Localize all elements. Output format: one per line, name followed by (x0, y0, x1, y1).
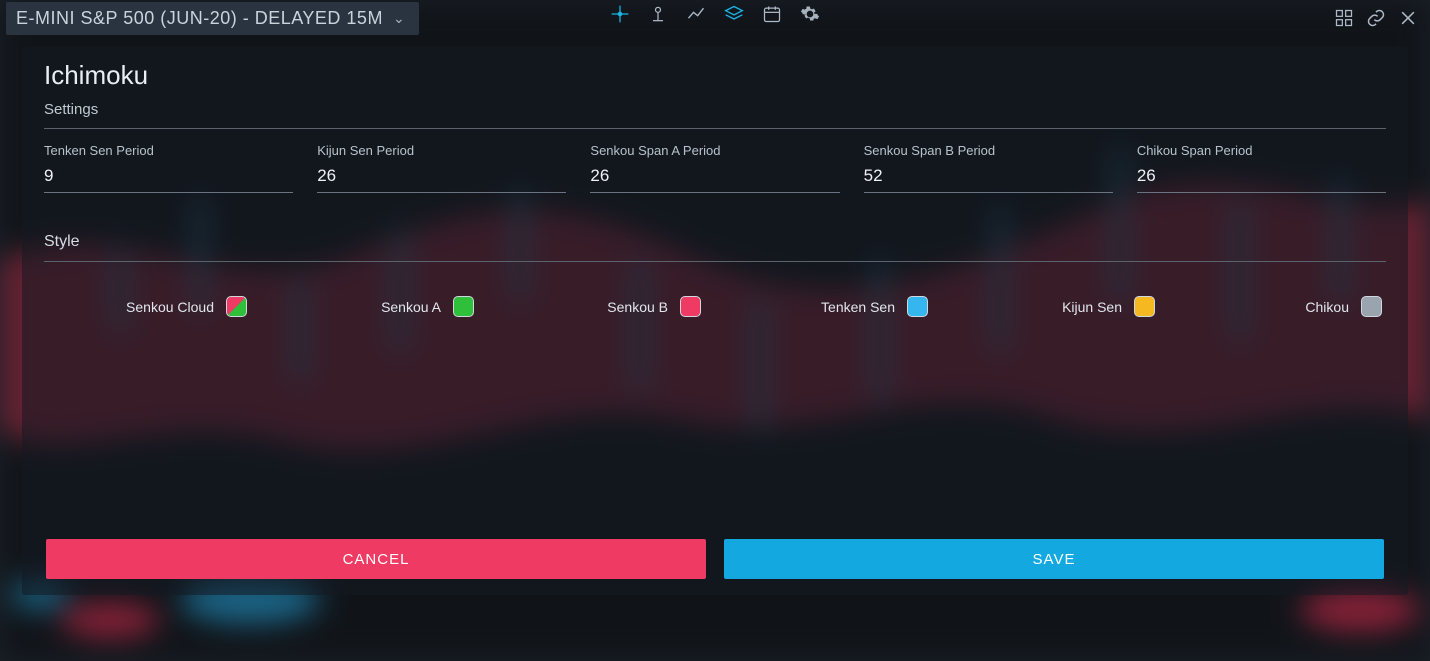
style-label: Senkou B (607, 299, 668, 315)
field-1: Kijun Sen Period (317, 143, 566, 193)
style-label: Senkou A (381, 299, 441, 315)
field-label: Tenken Sen Period (44, 143, 293, 158)
toolbar-center (610, 4, 820, 24)
field-input-1[interactable] (317, 164, 566, 193)
style-item-3: Tenken Sen (729, 296, 956, 317)
color-swatch[interactable] (907, 296, 928, 317)
style-label: Kijun Sen (1062, 299, 1122, 315)
modal-footer: CANCEL SAVE (46, 539, 1384, 579)
layers-icon[interactable] (724, 4, 744, 24)
calendar-icon[interactable] (762, 4, 782, 24)
field-input-2[interactable] (590, 164, 839, 193)
field-label: Senkou Span A Period (590, 143, 839, 158)
top-bar: E-MINI S&P 500 (JUN-20) - DELAYED 15M ⌄ (0, 0, 1430, 36)
link-icon[interactable] (1366, 8, 1386, 28)
grid-view-icon[interactable] (1334, 8, 1354, 28)
field-label: Kijun Sen Period (317, 143, 566, 158)
style-item-2: Senkou B (502, 296, 729, 317)
style-swatches: Senkou Cloud Senkou A Senkou B Tenken Sen Ki… (44, 296, 1386, 317)
field-0: Tenken Sen Period (44, 143, 293, 193)
instrument-label: E-MINI S&P 500 (JUN-20) - DELAYED 15M (16, 8, 383, 29)
chevron-down-icon: ⌄ (393, 10, 405, 27)
cancel-button[interactable]: CANCEL (46, 539, 706, 579)
color-swatch[interactable] (680, 296, 701, 317)
toolbar-right (1334, 8, 1424, 28)
color-swatch[interactable] (226, 296, 247, 317)
style-heading: Style (44, 233, 1386, 262)
style-item-4: Kijun Sen (956, 296, 1183, 317)
style-label: Tenken Sen (821, 299, 895, 315)
color-swatch[interactable] (1361, 296, 1382, 317)
style-item-1: Senkou A (275, 296, 502, 317)
settings-fields: Tenken Sen Period Kijun Sen Period Senkou … (44, 143, 1386, 193)
indicator-settings-panel: Ichimoku Settings Tenken Sen Period Kijun… (22, 46, 1408, 595)
chart-line-icon[interactable] (686, 4, 706, 24)
field-4: Chikou Span Period (1137, 143, 1386, 193)
field-input-3[interactable] (864, 164, 1113, 193)
field-3: Senkou Span B Period (864, 143, 1113, 193)
field-input-0[interactable] (44, 164, 293, 193)
color-swatch[interactable] (453, 296, 474, 317)
crosshair-icon[interactable] (610, 4, 630, 24)
style-label: Chikou (1305, 299, 1349, 315)
panel-title: Ichimoku (44, 60, 1386, 91)
drawing-tool-icon[interactable] (648, 4, 668, 24)
style-item-0: Senkou Cloud (48, 296, 275, 317)
settings-heading: Settings (44, 101, 1386, 129)
field-input-4[interactable] (1137, 164, 1386, 193)
close-icon[interactable] (1398, 8, 1418, 28)
save-button[interactable]: SAVE (724, 539, 1384, 579)
gear-icon[interactable] (800, 4, 820, 24)
style-item-5: Chikou (1183, 296, 1382, 317)
color-swatch[interactable] (1134, 296, 1155, 317)
field-label: Chikou Span Period (1137, 143, 1386, 158)
field-label: Senkou Span B Period (864, 143, 1113, 158)
field-2: Senkou Span A Period (590, 143, 839, 193)
style-label: Senkou Cloud (126, 299, 214, 315)
instrument-selector[interactable]: E-MINI S&P 500 (JUN-20) - DELAYED 15M ⌄ (6, 2, 419, 35)
